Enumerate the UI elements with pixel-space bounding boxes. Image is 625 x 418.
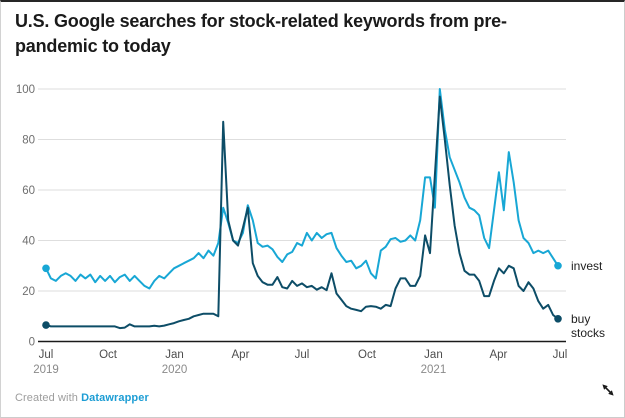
x-tick-month: Apr — [489, 349, 507, 361]
y-tick-label: 0 — [29, 337, 35, 349]
x-tick-month: Jul — [39, 349, 54, 361]
x-tick-month: Jul — [553, 349, 568, 361]
chart-title: U.S. Google searches for stock-related k… — [15, 11, 507, 56]
x-tick-month: Jan — [424, 349, 443, 361]
buy-stocks-start-dot — [42, 321, 50, 329]
y-tick-label: 100 — [16, 84, 35, 96]
x-axis-labels: Jul 2019 Oct Jan 2020 Apr Jul Oct Jan 2021 Apr Jul — [33, 349, 567, 376]
datawrapper-link[interactable]: Datawrapper — [81, 392, 149, 404]
credit-prefix: Created with — [15, 392, 78, 404]
x-tick-month: Jul — [295, 349, 310, 361]
x-tick-month: Jan — [165, 349, 184, 361]
x-tick-month: Apr — [232, 349, 250, 361]
series-label-invest: invest — [571, 259, 603, 273]
y-gridlines — [38, 88, 566, 292]
invest-end-dot — [554, 261, 562, 270]
x-tick-year: 2020 — [162, 364, 188, 376]
x-tick-month: Oct — [358, 349, 377, 361]
resize-diagonal-icon[interactable] — [601, 383, 615, 397]
y-tick-label: 40 — [22, 236, 35, 248]
series-endpoint-dots — [42, 261, 562, 329]
x-tick-month: Oct — [99, 349, 118, 361]
x-tick-year: 2019 — [33, 364, 59, 376]
y-axis-labels: 0 20 40 60 80 100 — [16, 84, 35, 349]
invest-start-dot — [42, 264, 50, 273]
series-lines — [45, 88, 559, 330]
invest-line — [45, 88, 559, 290]
y-tick-label: 60 — [22, 185, 35, 197]
series-label-buy-stocks: buy — [571, 312, 590, 326]
y-tick-label: 20 — [22, 286, 35, 298]
x-tick-year: 2021 — [421, 364, 447, 376]
series-label-buy-stocks: stocks — [571, 326, 605, 340]
footer-credit: Created with Datawrapper — [15, 392, 149, 404]
buy-stocks-line — [45, 95, 559, 330]
y-tick-label: 80 — [22, 135, 35, 147]
buy-stocks-end-dot — [554, 314, 562, 323]
